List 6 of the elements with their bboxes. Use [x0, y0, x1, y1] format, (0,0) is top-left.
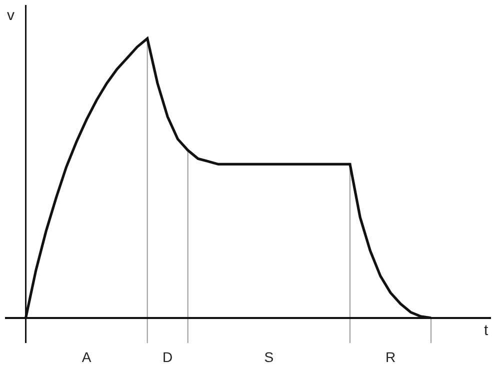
- x-axis-title: t: [484, 322, 489, 339]
- y-axis-title: v: [7, 7, 15, 24]
- x-tick-label: A: [82, 349, 92, 365]
- x-tick-label: R: [385, 349, 396, 365]
- x-tick-label: S: [264, 349, 274, 365]
- x-tick-label: D: [162, 349, 173, 365]
